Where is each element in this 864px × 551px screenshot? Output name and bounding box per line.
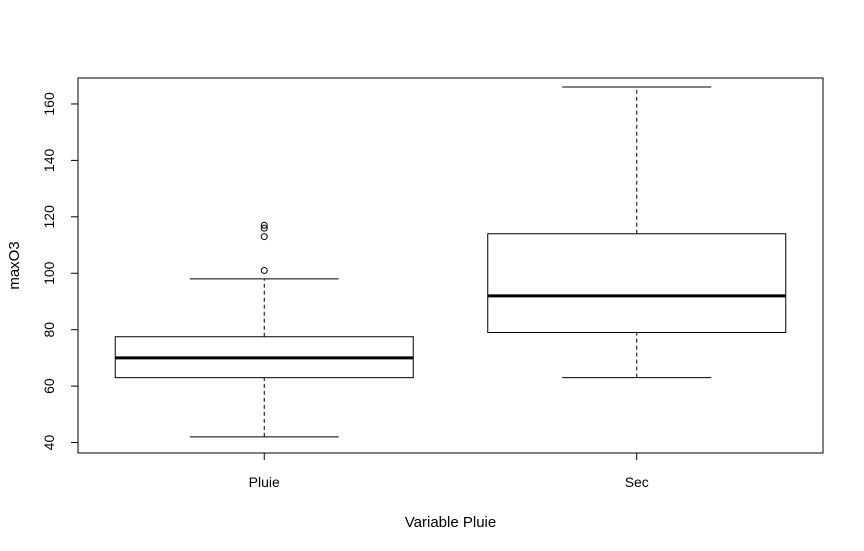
box-sec — [487, 86, 787, 379]
boxes — [114, 86, 787, 438]
x-tick-label: Pluie — [249, 474, 280, 490]
outlier-point — [260, 221, 268, 229]
x-axis-title: Variable Pluie — [405, 514, 496, 531]
y-tick-label: 80 — [41, 322, 57, 338]
x-tick-label: Sec — [625, 474, 649, 490]
y-tick-label: 160 — [41, 92, 57, 116]
box-pluie — [114, 221, 414, 438]
outlier-point — [260, 224, 268, 232]
x-axis: Pluie Sec — [249, 452, 649, 490]
y-tick-label: 60 — [41, 378, 57, 394]
box-iqr — [487, 233, 787, 334]
y-tick-label: 140 — [41, 149, 57, 173]
y-axis-title: maxO3 — [6, 241, 23, 289]
y-tick-label: 40 — [41, 435, 57, 451]
outlier-point — [260, 266, 268, 274]
y-axis: 40 60 80 100 120 140 160 — [41, 92, 79, 451]
outlier-point — [260, 233, 268, 241]
y-tick-label: 100 — [41, 261, 57, 285]
y-tick-label: 120 — [41, 205, 57, 229]
